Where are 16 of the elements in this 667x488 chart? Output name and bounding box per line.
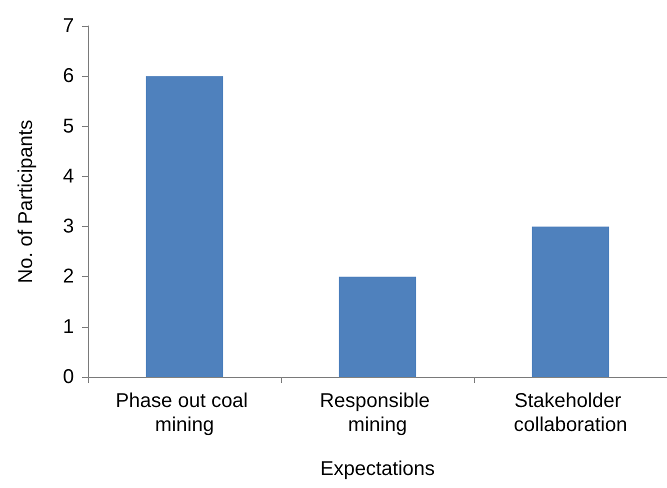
x-axis-title: Expectations: [320, 458, 435, 480]
y-tick-label: 5: [62, 115, 74, 138]
bar: [532, 226, 610, 377]
x-tick-label: Phase out coal mining: [116, 390, 254, 436]
y-tick-label: 0: [62, 366, 74, 388]
x-tick-label: Stakeholder collaboration: [514, 390, 628, 436]
bar: [338, 276, 416, 377]
y-tick-label: 6: [62, 65, 74, 88]
bar: [146, 76, 224, 377]
y-tick-label: 2: [62, 266, 74, 288]
y-tick-label: 4: [62, 165, 74, 188]
y-tick-label: 7: [62, 15, 74, 37]
y-tick-label: 1: [62, 316, 74, 338]
y-axis-title: No. of Participants: [15, 120, 37, 284]
x-tick-label: Responsible mining: [320, 390, 436, 436]
y-tick-label: 3: [62, 216, 74, 238]
